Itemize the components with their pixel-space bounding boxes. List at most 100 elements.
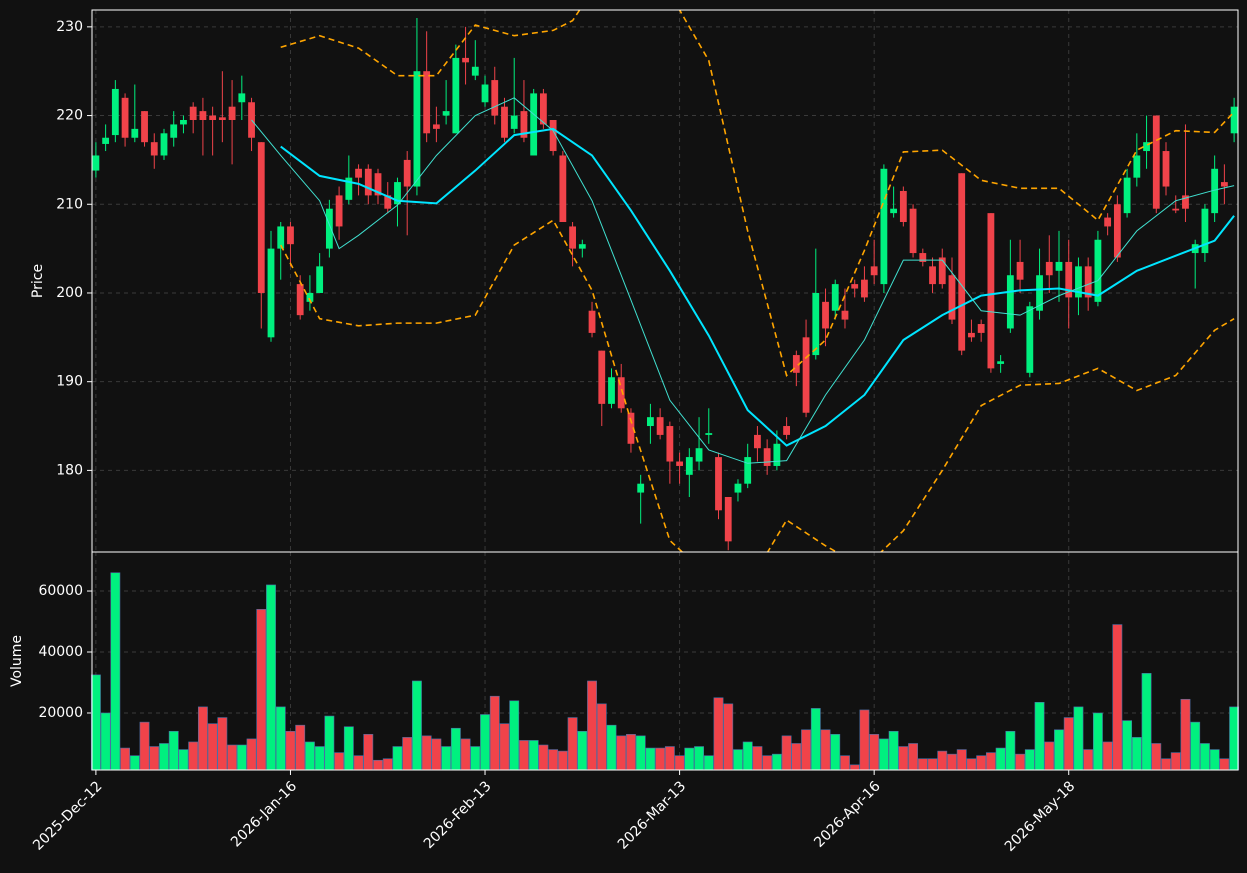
volume-bar xyxy=(159,743,169,771)
volume-bar xyxy=(314,746,325,771)
candle-body xyxy=(1045,261,1053,276)
candle-body xyxy=(150,142,158,156)
candle-body xyxy=(929,266,936,285)
candle-body xyxy=(481,84,489,103)
candle-body xyxy=(919,253,927,262)
candle-body xyxy=(627,412,635,444)
volume-bar xyxy=(742,741,753,771)
volume-bar xyxy=(898,746,909,771)
candle-body xyxy=(364,168,372,196)
volume-bar xyxy=(908,743,918,771)
volume-bar xyxy=(373,759,383,771)
candle-body xyxy=(861,279,868,298)
volume-bar xyxy=(1005,730,1016,771)
volume-bar xyxy=(888,730,899,771)
candle-body xyxy=(1055,261,1063,271)
volume-bar xyxy=(120,747,130,771)
candle-body xyxy=(598,350,606,404)
volume-bar xyxy=(956,749,967,771)
candle-body xyxy=(199,111,207,120)
candle-body xyxy=(608,377,615,404)
volume-bar xyxy=(470,746,481,771)
candle-body xyxy=(977,324,985,333)
candle-body xyxy=(539,93,547,125)
candle-body xyxy=(754,434,761,449)
volume-bar xyxy=(227,744,238,771)
candle-body xyxy=(666,426,674,462)
volume-bar xyxy=(674,755,685,771)
candle-body xyxy=(822,301,829,329)
volume-bar xyxy=(382,758,393,771)
volume-bar xyxy=(723,703,734,771)
overlay-line xyxy=(280,10,1235,377)
candle-body xyxy=(102,137,110,144)
volume-bar xyxy=(363,734,374,771)
volume-bar xyxy=(713,697,724,771)
volume-bar xyxy=(830,734,841,771)
volume-bar xyxy=(1180,698,1191,771)
volume-bar xyxy=(1209,749,1220,771)
candle-body xyxy=(92,155,100,171)
candle-body xyxy=(1123,177,1131,214)
candle-body xyxy=(685,457,693,475)
volume-bar xyxy=(197,706,208,771)
volume-bar xyxy=(1190,721,1201,771)
volume-bar xyxy=(849,764,860,771)
candle-body xyxy=(189,106,197,120)
volume-bar xyxy=(694,746,704,771)
volume-bar xyxy=(1229,706,1240,771)
volume-bar xyxy=(947,753,957,771)
volume-bar xyxy=(1141,673,1152,771)
candle-body xyxy=(491,80,499,116)
candle-body xyxy=(1230,106,1238,134)
candle-body xyxy=(948,275,956,320)
volume-bar xyxy=(762,755,773,771)
volume-bar xyxy=(606,724,617,771)
volume-bar xyxy=(100,712,111,771)
candle-body xyxy=(831,284,839,311)
volume-bar xyxy=(412,680,422,771)
candle-body xyxy=(812,292,820,356)
volume-bar xyxy=(343,726,354,771)
volume-bar xyxy=(1219,758,1230,771)
volume-bar xyxy=(635,735,646,771)
volume-bar xyxy=(985,752,996,771)
volume-bar xyxy=(548,749,559,771)
volume-bar xyxy=(577,730,588,771)
candle-body xyxy=(637,483,645,493)
candle-body xyxy=(578,244,586,249)
volume-bar xyxy=(528,740,539,771)
volume-bar xyxy=(275,706,286,771)
candle-body xyxy=(870,266,878,276)
candle-body xyxy=(501,106,508,138)
candle-body xyxy=(277,226,285,249)
volume-bar xyxy=(557,750,568,771)
volume-bar xyxy=(324,715,335,771)
candle-body xyxy=(1016,261,1024,280)
candle-body xyxy=(734,483,742,493)
candle-body xyxy=(705,433,713,435)
candle-body xyxy=(403,159,411,187)
candle-body xyxy=(783,426,791,435)
volume-axis-label: Volume xyxy=(9,635,25,687)
volume-tick-label: 40000 xyxy=(38,644,83,660)
volume-bar xyxy=(519,740,529,771)
volume-bar xyxy=(995,747,1006,771)
candle-body xyxy=(170,124,178,138)
volume-bar xyxy=(509,700,520,771)
volume-bar xyxy=(684,747,695,771)
candle-body xyxy=(569,226,576,249)
candle-body xyxy=(267,248,275,338)
candle-body xyxy=(617,377,625,409)
y-tick-label: 210 xyxy=(56,196,83,212)
volume-bar xyxy=(489,695,500,771)
volume-bar xyxy=(441,746,452,771)
volume-bar xyxy=(236,744,247,771)
volume-bar xyxy=(402,737,413,771)
volume-bar xyxy=(781,735,792,771)
overlay-line xyxy=(251,97,1235,464)
volume-bar xyxy=(976,755,987,771)
volume-bar xyxy=(266,584,276,771)
volume-bar xyxy=(353,755,364,771)
volume-bar xyxy=(1083,749,1094,771)
